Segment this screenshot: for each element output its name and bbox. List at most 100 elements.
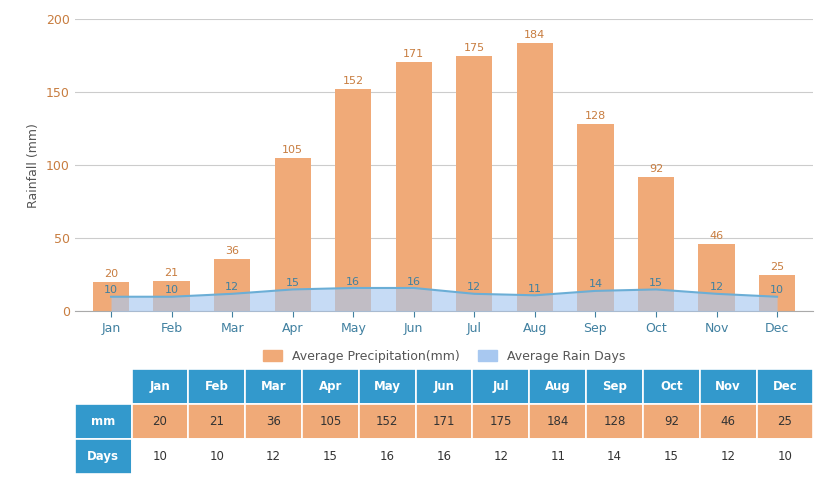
Bar [359, 439, 416, 474]
Bar [75, 439, 131, 474]
Text: 10: 10 [778, 450, 793, 463]
Bar [93, 282, 129, 311]
Bar [188, 439, 245, 474]
Text: 16: 16 [380, 450, 395, 463]
Text: 16: 16 [346, 276, 360, 286]
Bar [577, 125, 613, 311]
Text: 10: 10 [153, 450, 168, 463]
Bar [517, 43, 553, 311]
Bar [472, 404, 530, 439]
Text: 20: 20 [104, 269, 118, 279]
Text: 36: 36 [225, 246, 239, 256]
Bar [586, 369, 643, 404]
Text: mm: mm [91, 415, 115, 428]
Bar [335, 89, 371, 311]
Text: Nov: Nov [715, 380, 741, 393]
Text: 171: 171 [432, 415, 456, 428]
Text: 10: 10 [164, 285, 178, 295]
Bar [359, 369, 416, 404]
Text: Dec: Dec [773, 380, 798, 393]
Bar [586, 404, 643, 439]
Bar [530, 439, 586, 474]
Bar [530, 369, 586, 404]
Bar [214, 259, 251, 311]
Bar [637, 177, 674, 311]
Text: 36: 36 [266, 415, 281, 428]
Text: Mar: Mar [261, 380, 286, 393]
Bar [700, 439, 757, 474]
Text: 15: 15 [286, 278, 300, 288]
Bar [359, 404, 416, 439]
Bar [302, 369, 359, 404]
Bar [757, 404, 813, 439]
Bar [698, 244, 735, 311]
Bar [75, 404, 131, 439]
Text: 14: 14 [607, 450, 622, 463]
Text: Oct: Oct [660, 380, 682, 393]
Bar [245, 369, 302, 404]
Text: 16: 16 [437, 450, 452, 463]
Bar [131, 404, 188, 439]
Bar [700, 404, 757, 439]
Bar [643, 369, 700, 404]
Text: 128: 128 [603, 415, 626, 428]
Text: 92: 92 [649, 164, 663, 174]
Text: 175: 175 [464, 43, 485, 53]
Bar [396, 61, 432, 311]
Text: Feb: Feb [205, 380, 229, 393]
Bar [472, 439, 530, 474]
Text: 15: 15 [664, 450, 679, 463]
Text: 14: 14 [588, 279, 603, 289]
Text: 21: 21 [164, 268, 178, 278]
Text: Jan: Jan [149, 380, 170, 393]
Bar [75, 369, 131, 404]
Text: 128: 128 [585, 112, 606, 122]
Text: 11: 11 [550, 450, 565, 463]
Text: Jun: Jun [433, 380, 455, 393]
Bar [154, 281, 190, 311]
Text: 12: 12 [493, 450, 508, 463]
Bar [586, 439, 643, 474]
Bar [457, 56, 492, 311]
Text: 15: 15 [323, 450, 338, 463]
Bar [131, 439, 188, 474]
Text: 11: 11 [528, 284, 542, 294]
Bar [416, 439, 472, 474]
Text: 92: 92 [664, 415, 679, 428]
Text: 105: 105 [282, 145, 303, 155]
Text: 152: 152 [343, 76, 364, 86]
Text: Days: Days [87, 450, 120, 463]
Text: 15: 15 [649, 278, 663, 288]
Text: 12: 12 [225, 282, 239, 292]
Text: Apr: Apr [319, 380, 342, 393]
Text: 152: 152 [376, 415, 398, 428]
Text: 46: 46 [720, 415, 735, 428]
Legend: Average Precipitation(mm), Average Rain Days: Average Precipitation(mm), Average Rain … [256, 344, 632, 369]
Bar [416, 404, 472, 439]
Bar [131, 369, 188, 404]
Text: 12: 12 [467, 282, 481, 292]
Text: 12: 12 [266, 450, 281, 463]
Bar [757, 369, 813, 404]
Bar [188, 369, 245, 404]
Bar [302, 439, 359, 474]
Text: May: May [374, 380, 401, 393]
Text: 184: 184 [546, 415, 569, 428]
Text: Jul: Jul [492, 380, 509, 393]
Bar [757, 439, 813, 474]
Bar [472, 369, 530, 404]
Y-axis label: Rainfall (mm): Rainfall (mm) [27, 123, 41, 208]
Text: Sep: Sep [602, 380, 627, 393]
Text: 46: 46 [710, 231, 724, 241]
Text: Aug: Aug [544, 380, 570, 393]
Bar [643, 439, 700, 474]
Bar [245, 404, 302, 439]
Bar [245, 439, 302, 474]
Text: 12: 12 [720, 450, 735, 463]
Text: 25: 25 [778, 415, 793, 428]
Text: 25: 25 [770, 262, 784, 272]
Bar [416, 369, 472, 404]
Text: 12: 12 [710, 282, 724, 292]
Bar [700, 369, 757, 404]
Text: 20: 20 [153, 415, 168, 428]
